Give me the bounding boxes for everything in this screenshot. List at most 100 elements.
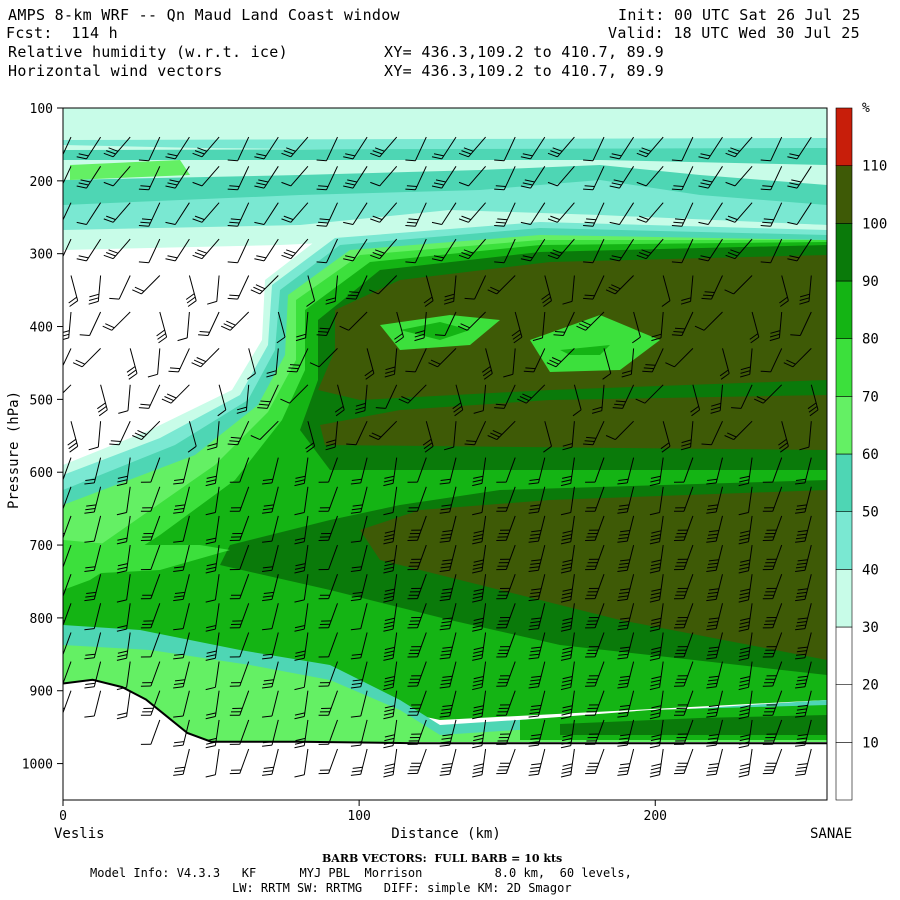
- wind-barb: [368, 275, 398, 295]
- wind-barb: [405, 166, 427, 191]
- wind-barb: [738, 603, 753, 632]
- y-tick-label: 400: [30, 321, 53, 336]
- wind-barb: [494, 202, 516, 227]
- wind-barb: [795, 603, 812, 631]
- wind-barb: [472, 748, 487, 778]
- wind-barb: [617, 719, 635, 747]
- wind-barb: [706, 515, 723, 543]
- wind-barb: [583, 166, 605, 191]
- wind-barb: [649, 486, 664, 516]
- wind-barb: [520, 202, 546, 225]
- wind-barb: [407, 632, 427, 658]
- wind-barb: [528, 457, 546, 485]
- wind-barb: [84, 515, 102, 543]
- wind-barb: [710, 384, 723, 414]
- wind-barb: [560, 486, 575, 516]
- wind-barb: [795, 574, 812, 602]
- wind-barb: [316, 202, 338, 227]
- wind-barb: [617, 632, 635, 660]
- wind-barb: [185, 275, 197, 307]
- wind-barb: [439, 457, 457, 485]
- wind-barb: [431, 202, 457, 225]
- wind-barb: [109, 275, 131, 300]
- humidity-band: [63, 148, 827, 165]
- wind-barb: [88, 421, 102, 451]
- wind-barb: [407, 574, 427, 600]
- wind-barb: [318, 632, 338, 658]
- wind-barb: [528, 661, 546, 689]
- wind-barb: [343, 238, 368, 262]
- wind-barb: [496, 574, 516, 600]
- wind-barb: [738, 486, 753, 516]
- wind-barb: [698, 136, 723, 160]
- wind-barb: [63, 202, 72, 222]
- wind-barb: [294, 457, 309, 487]
- wind-barb: [617, 748, 635, 776]
- wind-barb: [649, 515, 664, 545]
- wind-barb: [609, 238, 635, 262]
- wind-barb: [383, 719, 398, 749]
- wind-barb: [405, 348, 427, 373]
- wind-barb: [370, 238, 398, 260]
- wind-barb: [546, 348, 575, 368]
- wind-barb: [673, 632, 694, 658]
- wind-barb: [585, 632, 605, 658]
- wind-barb: [585, 574, 605, 600]
- wind-barb: [76, 238, 102, 262]
- colorbar-label: 20: [862, 678, 879, 694]
- wind-barb: [494, 238, 516, 264]
- wind-barb: [496, 486, 516, 512]
- wind-barb: [439, 748, 457, 776]
- colorbar-swatch: [835, 395, 853, 455]
- wind-barb: [649, 632, 664, 661]
- wind-barb: [795, 632, 812, 660]
- wind-barb: [434, 311, 457, 336]
- wind-barb: [731, 384, 753, 409]
- wind-barb: [701, 275, 723, 300]
- wind-barb: [795, 748, 812, 776]
- y-axis: 100 200 300 400 500 600 700 800 900 1000: [22, 102, 63, 773]
- wind-barb: [205, 748, 220, 778]
- wind-barb: [76, 202, 102, 225]
- wind-barb: [207, 275, 220, 305]
- wind-barb: [671, 202, 694, 227]
- wind-barb: [68, 275, 79, 307]
- colorbar: 10 20 30 40 50 60 70 80 90 100 110: [835, 107, 887, 801]
- right-endpoint-label: SANAE: [810, 826, 852, 842]
- wind-barb: [254, 136, 279, 160]
- wind-barb: [496, 719, 516, 745]
- wind-barb: [334, 384, 345, 417]
- wind-barb: [138, 384, 161, 409]
- wind-barb: [795, 486, 812, 514]
- humidity-band: [63, 645, 827, 742]
- wind-barb: [760, 348, 783, 373]
- wind-barb: [617, 544, 635, 572]
- y-tick-label: 100: [30, 102, 53, 117]
- wind-barb: [407, 661, 427, 687]
- wind-barb: [316, 136, 338, 162]
- wind-barb: [523, 348, 546, 373]
- wind-barb: [343, 136, 368, 160]
- wind-barb: [116, 545, 131, 574]
- wind-barb: [383, 748, 398, 778]
- wind-barb: [528, 690, 546, 718]
- wind-barb: [407, 457, 427, 483]
- wind-barb: [227, 420, 250, 446]
- wind-barb: [706, 544, 723, 572]
- wind-barb: [560, 632, 575, 661]
- wind-barb: [262, 632, 279, 660]
- wind-barb: [84, 690, 102, 718]
- wind-barb: [760, 238, 783, 264]
- wind-barb: [63, 384, 72, 394]
- wind-barb: [63, 515, 72, 540]
- wind-barb: [227, 166, 250, 191]
- wind-barb: [560, 690, 575, 720]
- wind-barb: [472, 632, 487, 661]
- wind-barb: [547, 165, 575, 187]
- wind-barb: [769, 311, 783, 342]
- plot-frame: [62, 107, 828, 801]
- y-axis-label: Pressure (hPa): [6, 391, 22, 509]
- wind-barb: [496, 690, 516, 716]
- wind-barb: [472, 545, 487, 574]
